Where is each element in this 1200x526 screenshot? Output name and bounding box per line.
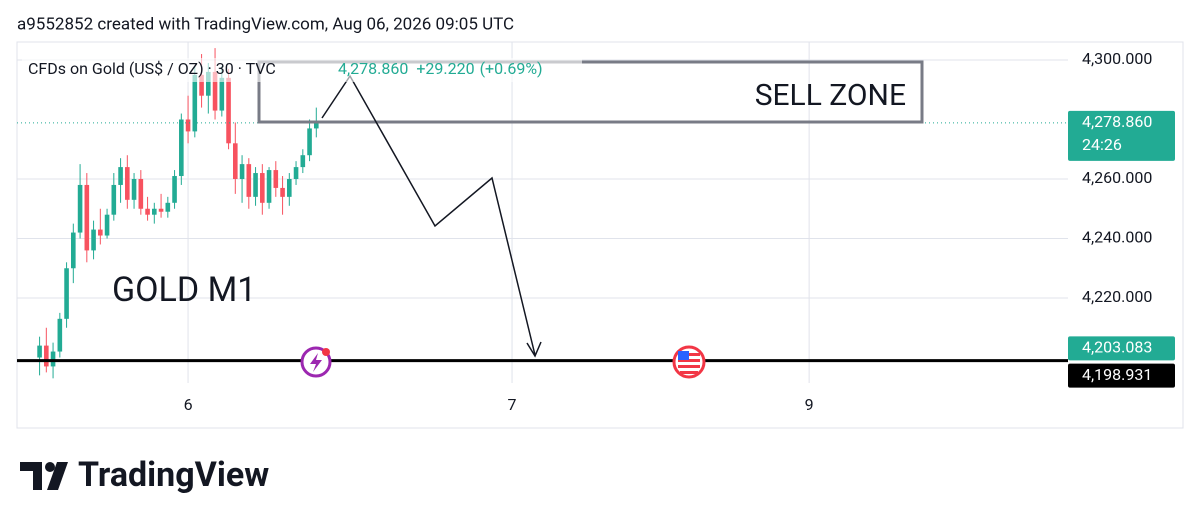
candle-body	[131, 179, 137, 200]
y-tick-label: 4,260.000	[1082, 168, 1152, 187]
legend-change: +29.220	[416, 59, 474, 78]
candle-body	[98, 229, 103, 236]
candle-body	[300, 155, 306, 168]
candle-body	[172, 176, 177, 203]
legend-bg	[22, 58, 582, 82]
price-label-box	[1068, 336, 1175, 361]
candle-body	[273, 170, 279, 188]
candle-body	[219, 77, 225, 111]
candle-body	[260, 173, 265, 203]
x-tick-label: 9	[805, 395, 814, 414]
candle-body	[111, 184, 117, 215]
candle-body	[165, 202, 171, 212]
candle-body	[185, 119, 191, 132]
candle-body	[206, 71, 211, 96]
candle-body	[71, 232, 76, 269]
price-label: 4,198.931	[1082, 365, 1152, 384]
candle-body	[253, 173, 258, 197]
candle-body	[91, 229, 96, 251]
candle-body	[226, 77, 231, 144]
candle-body	[152, 208, 157, 215]
legend-change-pct: (+0.69%)	[480, 59, 543, 78]
candle-body	[125, 167, 130, 200]
candle-body	[145, 208, 150, 215]
candle-body	[118, 167, 123, 185]
countdown: 24:26	[1082, 135, 1122, 154]
y-tick-label: 4,240.000	[1082, 228, 1152, 247]
candle-body	[77, 184, 83, 233]
event-icon	[300, 346, 332, 378]
candle-body	[179, 119, 184, 177]
legend-symbol: CFDs on Gold (US$ / OZ) · 30 · TVC	[28, 59, 276, 78]
candle-body	[280, 187, 285, 197]
sell-zone-label: SELL ZONE	[755, 78, 906, 113]
candle-body	[50, 351, 56, 367]
candle-body	[57, 318, 63, 352]
price-axis: 4,220.000 4,240.000 4,260.000 4,300.000 6 7 9 4…	[184, 49, 1175, 414]
brand: TradingView	[78, 455, 269, 495]
price-label-box	[1068, 110, 1175, 161]
candle-body	[239, 164, 245, 180]
candle-body	[287, 179, 292, 197]
header: a9552852 created with TradingView.com, A…	[17, 14, 514, 34]
candle-body	[138, 179, 144, 209]
path-drawing	[321, 74, 536, 356]
candle-body	[44, 345, 49, 367]
price-label: 4,278.860	[1082, 112, 1152, 131]
price-label-box	[1068, 363, 1175, 388]
plot	[17, 48, 1068, 379]
y-tick-label: 4,300.000	[1082, 49, 1152, 68]
candle-body	[232, 143, 238, 180]
candle-body	[313, 122, 319, 129]
candle-body	[158, 208, 164, 212]
us-flag-icon	[672, 345, 706, 379]
logo	[20, 462, 68, 490]
price-label: 4,203.083	[1082, 338, 1152, 357]
sell-zone-box	[257, 60, 924, 124]
candle-body	[212, 71, 218, 111]
chart-frame	[16, 41, 1184, 429]
candle-body	[192, 74, 198, 132]
candle-body	[37, 345, 42, 358]
x-tick-label: 7	[508, 395, 517, 414]
candle-body	[307, 128, 312, 156]
legend-values: 4,278.860 +29.220 (+0.69%)	[338, 59, 543, 78]
grid	[17, 42, 1068, 383]
arrow-head	[526, 341, 542, 358]
legend-last: 4,278.860	[338, 59, 408, 78]
candle-body	[199, 74, 204, 96]
gold-m1-label: GOLD M1	[112, 270, 256, 310]
y-tick-label: 4,220.000	[1082, 287, 1152, 306]
candle-body	[84, 184, 90, 251]
x-tick-label: 6	[184, 395, 193, 414]
candle-body	[64, 268, 69, 319]
candle-body	[293, 167, 299, 180]
candle-body	[246, 164, 252, 197]
candle-body	[104, 214, 110, 236]
candle-body	[266, 170, 272, 203]
